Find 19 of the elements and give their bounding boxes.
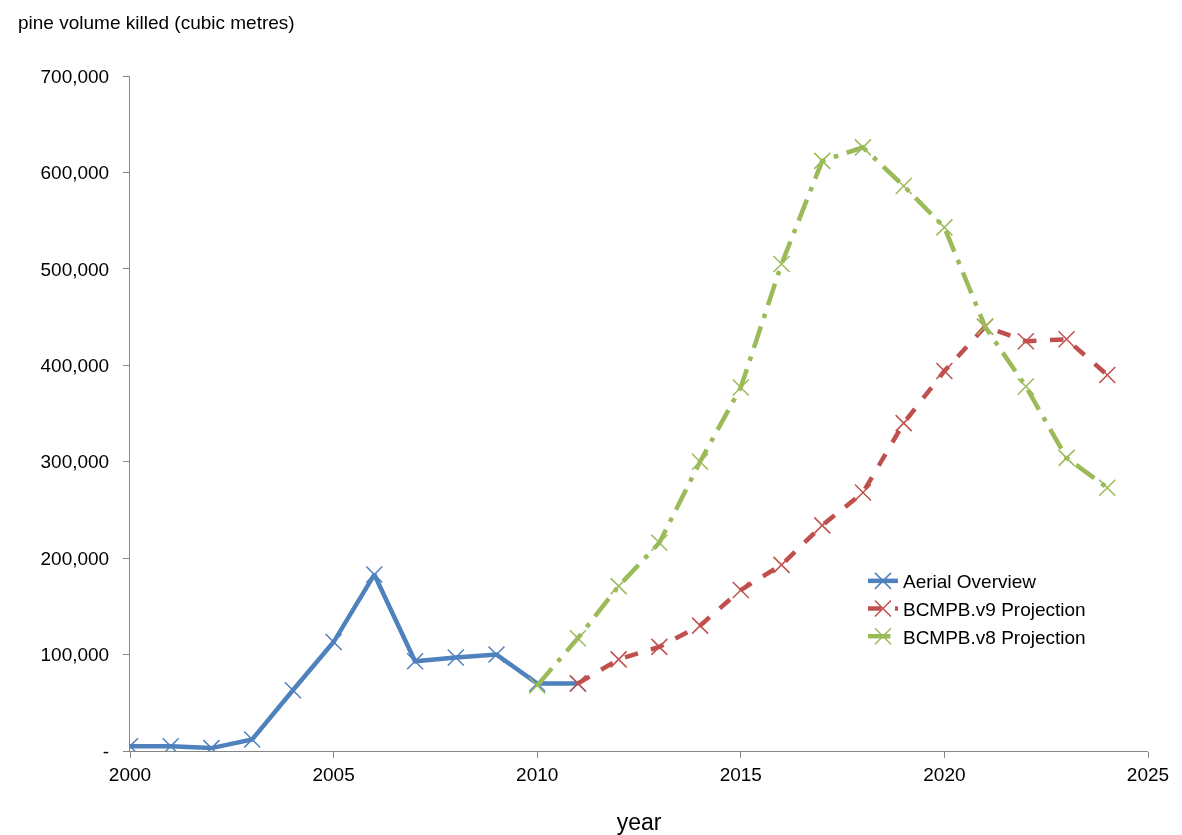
y-tick-label: 200,000	[40, 547, 110, 569]
y-tick-label: 100,000	[40, 644, 110, 666]
legend-label: BCMPB.v8 Projection	[902, 626, 1086, 648]
legend-label: BCMPB.v9 Projection	[902, 598, 1086, 620]
y-tick-label: 600,000	[40, 162, 110, 184]
x-tick-label: 2005	[312, 763, 355, 785]
x-tick-label: 2010	[516, 763, 559, 785]
y-tick-label: -	[102, 740, 110, 762]
x-tick-label: 2015	[719, 763, 762, 785]
x-axis-title: year	[616, 809, 662, 835]
x-tick-label: 2025	[1126, 763, 1170, 785]
y-tick-label: 700,000	[40, 65, 110, 87]
legend-label: Aerial Overview	[902, 571, 1037, 593]
y-tick-label: 400,000	[40, 354, 110, 376]
y-axis-title: pine volume killed (cubic metres)	[18, 12, 295, 33]
y-tick-label: 300,000	[40, 451, 110, 473]
x-tick-label: 2020	[923, 763, 966, 785]
x-tick-label: 2000	[108, 763, 152, 785]
y-tick-label: 500,000	[40, 258, 110, 280]
